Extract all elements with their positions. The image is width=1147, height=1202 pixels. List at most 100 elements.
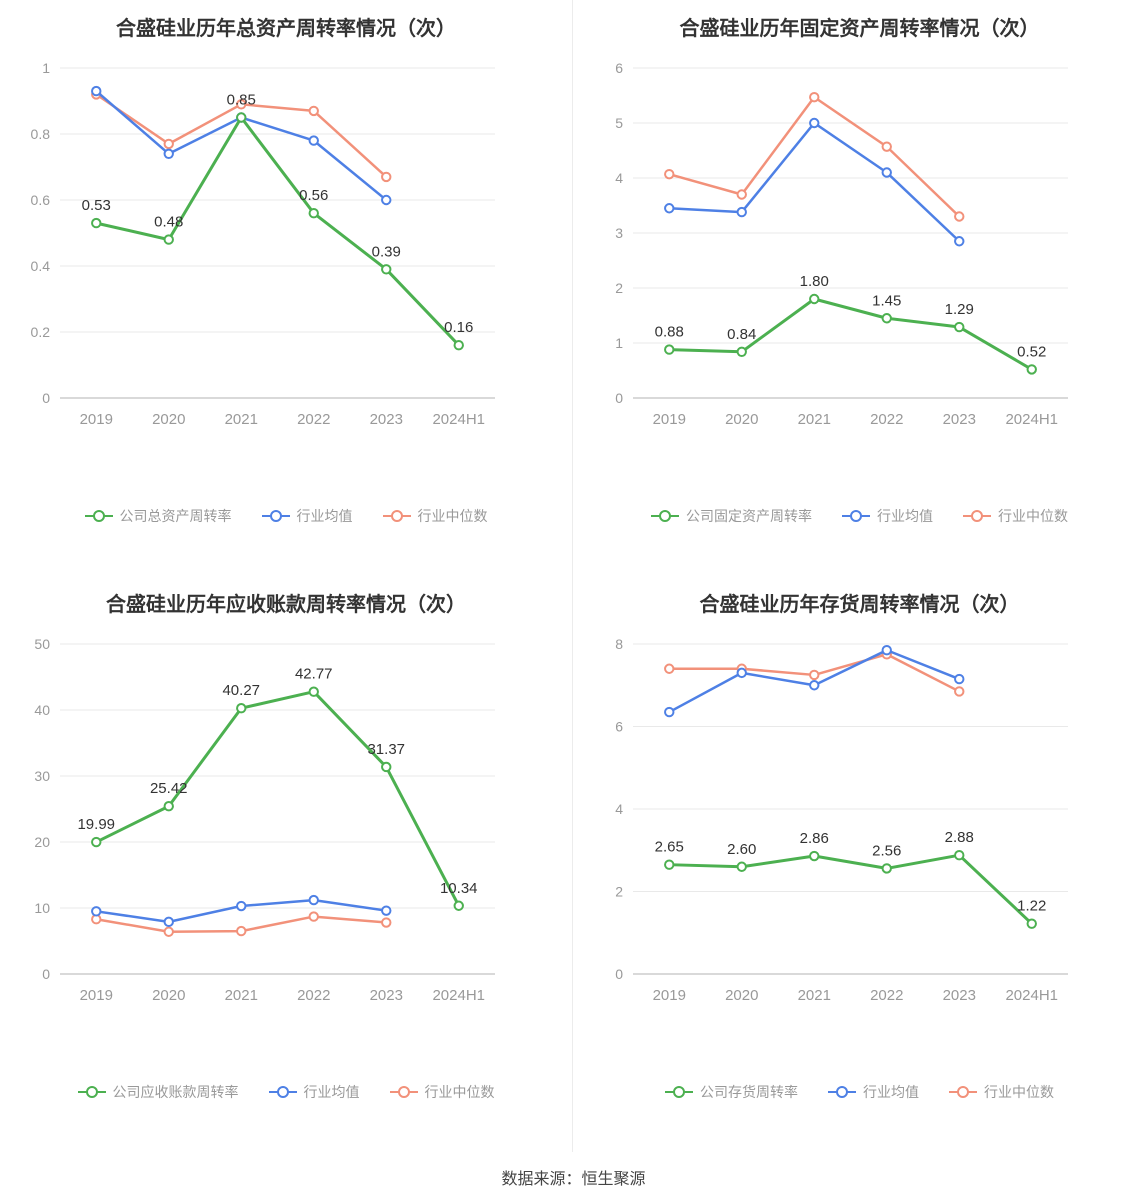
svg-text:1.22: 1.22	[1017, 898, 1046, 915]
line-chart: 0 0.2 0.4 0.6 0.8 1 2019 2020 2021 2022 2023 2024H1…	[31, 60, 495, 428]
svg-text:0.8: 0.8	[31, 126, 51, 142]
svg-text:2024H1: 2024H1	[1005, 411, 1058, 428]
svg-text:2021: 2021	[798, 411, 831, 428]
legend-item: 行业中位数	[389, 1082, 495, 1102]
chart-receivable-turnover: 合盛硅业历年应收账款周转率情况（次） 0 10 20 30 40 50 2019 2020 20…	[0, 576, 573, 1152]
legend-label: 公司固定资产周转率	[686, 508, 812, 524]
svg-text:0.4: 0.4	[31, 258, 51, 274]
svg-text:2.86: 2.86	[800, 830, 829, 847]
legend-label: 公司存货周转率	[700, 1084, 798, 1100]
svg-text:2019: 2019	[80, 411, 113, 428]
svg-text:2019: 2019	[80, 987, 113, 1004]
chart-title: 合盛硅业历年固定资产周转率情况（次）	[679, 18, 1040, 40]
svg-text:2020: 2020	[152, 987, 185, 1004]
svg-text:19.99: 19.99	[77, 816, 115, 833]
svg-text:2020: 2020	[152, 411, 185, 428]
svg-text:4: 4	[615, 801, 623, 817]
svg-text:30: 30	[34, 768, 50, 784]
svg-text:2019: 2019	[653, 987, 686, 1004]
chart-legend: 公司总资产周转率 行业均值 行业中位数	[0, 456, 572, 576]
line-chart: 0 1 2 3 4 5 6 2019 2020 2021 2022 2023 2024H1 0.88 0.8…	[615, 60, 1068, 428]
legend-label: 行业中位数	[424, 1084, 495, 1100]
svg-text:5: 5	[615, 115, 623, 131]
legend-marker-icon	[842, 510, 870, 522]
svg-text:0: 0	[42, 390, 50, 406]
svg-text:8: 8	[615, 636, 623, 652]
svg-text:0.88: 0.88	[655, 324, 684, 341]
svg-text:2024H1: 2024H1	[432, 411, 485, 428]
svg-text:2021: 2021	[798, 987, 831, 1004]
svg-text:40.27: 40.27	[222, 682, 260, 699]
svg-text:1.45: 1.45	[872, 292, 901, 309]
legend-label: 行业中位数	[984, 1084, 1054, 1100]
legend-marker-icon	[963, 510, 991, 522]
svg-text:2019: 2019	[653, 411, 686, 428]
svg-text:0.84: 0.84	[727, 326, 756, 343]
svg-text:2: 2	[615, 884, 623, 900]
chart-fixed-asset-turnover: 合盛硅业历年固定资产周转率情况（次） 0 1 2 3 4 5 6 2019 2020 2021 20…	[573, 0, 1146, 576]
svg-text:2022: 2022	[870, 411, 903, 428]
chart-legend: 公司存货周转率 行业均值 行业中位数	[573, 1032, 1146, 1152]
legend-marker-icon	[651, 510, 679, 522]
svg-text:4: 4	[615, 170, 623, 186]
legend-item: 行业均值	[842, 506, 933, 526]
svg-text:0: 0	[615, 966, 623, 982]
svg-text:2021: 2021	[225, 987, 258, 1004]
legend-label: 行业均值	[877, 508, 933, 524]
svg-text:0.48: 0.48	[154, 214, 183, 231]
svg-text:2023: 2023	[370, 411, 403, 428]
svg-text:1: 1	[615, 335, 623, 351]
legend-marker-icon	[261, 510, 290, 522]
svg-text:1.80: 1.80	[800, 273, 829, 290]
svg-text:2023: 2023	[943, 987, 976, 1004]
legend-label: 行业均值	[296, 508, 353, 524]
svg-text:10.34: 10.34	[440, 880, 478, 897]
legend-label: 公司应收账款周转率	[112, 1084, 239, 1100]
svg-text:25.42: 25.42	[150, 780, 188, 797]
svg-text:42.77: 42.77	[295, 666, 333, 683]
svg-text:6: 6	[615, 719, 623, 735]
legend-item: 行业中位数	[382, 506, 488, 526]
chart-legend: 公司固定资产周转率 行业均值 行业中位数	[573, 456, 1146, 576]
svg-text:0: 0	[42, 966, 50, 982]
svg-text:40: 40	[34, 702, 50, 718]
legend-label: 公司总资产周转率	[119, 508, 232, 524]
svg-text:2.88: 2.88	[945, 829, 974, 846]
chart-total-asset-turnover: 合盛硅业历年总资产周转率情况（次） 0 0.2 0.4 0.6 0.8 1 2019 2020…	[0, 0, 573, 576]
legend-marker-icon	[665, 1086, 693, 1098]
legend-marker-icon	[268, 1086, 297, 1098]
legend-marker-icon	[949, 1086, 977, 1098]
chart-title: 合盛硅业历年应收账款周转率情况（次）	[106, 594, 466, 616]
svg-text:0.85: 0.85	[227, 92, 256, 109]
svg-text:2022: 2022	[297, 987, 330, 1004]
svg-text:1.29: 1.29	[945, 301, 974, 318]
legend-marker-icon	[389, 1086, 418, 1098]
legend-item: 公司存货周转率	[665, 1082, 798, 1102]
svg-text:2022: 2022	[297, 411, 330, 428]
svg-text:0.52: 0.52	[1017, 343, 1046, 360]
legend-label: 行业中位数	[998, 508, 1068, 524]
legend-marker-icon	[382, 510, 411, 522]
legend-item: 公司应收账款周转率	[77, 1082, 239, 1102]
svg-text:2024H1: 2024H1	[1005, 987, 1058, 1004]
svg-text:0.53: 0.53	[82, 197, 111, 214]
legend-label: 行业均值	[303, 1084, 360, 1100]
svg-text:2023: 2023	[943, 411, 976, 428]
svg-text:0.56: 0.56	[299, 187, 328, 204]
legend-marker-icon	[77, 1086, 106, 1098]
chart-legend: 公司应收账款周转率 行业均值 行业中位数	[0, 1032, 572, 1152]
svg-text:10: 10	[34, 900, 50, 916]
svg-text:2021: 2021	[225, 411, 258, 428]
charts-grid: 合盛硅业历年总资产周转率情况（次） 0 0.2 0.4 0.6 0.8 1 2019 2020…	[0, 0, 1146, 1152]
line-chart: 0 10 20 30 40 50 2019 2020 2021 2022 2023 2024H1 19.…	[34, 636, 495, 1004]
svg-text:2: 2	[615, 280, 623, 296]
legend-item: 行业均值	[261, 506, 353, 526]
line-chart: 0 2 4 6 8 2019 2020 2021 2022 2023 2024H1 2.65 2.60 2…	[615, 636, 1068, 1004]
svg-text:2024H1: 2024H1	[432, 987, 485, 1004]
legend-label: 行业均值	[863, 1084, 919, 1100]
legend-label: 行业中位数	[417, 508, 488, 524]
svg-text:0.2: 0.2	[31, 324, 51, 340]
chart-title: 合盛硅业历年存货周转率情况（次）	[699, 594, 1020, 616]
svg-text:6: 6	[615, 60, 623, 76]
svg-text:0.39: 0.39	[372, 243, 401, 260]
